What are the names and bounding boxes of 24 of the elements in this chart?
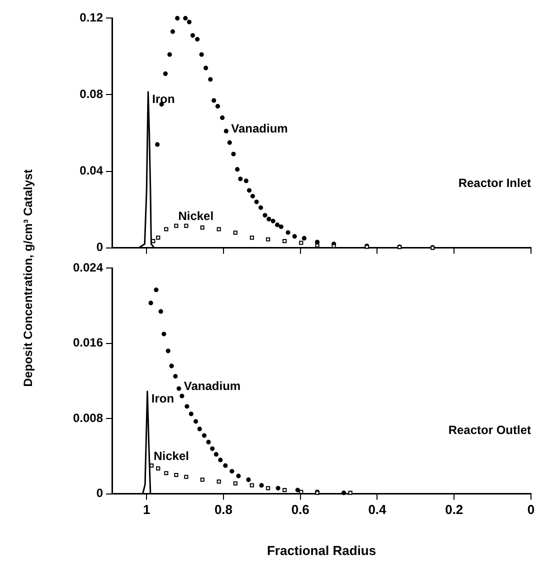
y-tick-label: 0 bbox=[96, 240, 104, 254]
x-tick-label: 0.4 bbox=[368, 502, 388, 518]
series-label: Nickel bbox=[154, 448, 189, 463]
y-tick-label: 0.008 bbox=[72, 410, 104, 425]
x-tick-label: 0.6 bbox=[291, 502, 310, 518]
y-tick-label: 0.12 bbox=[80, 10, 104, 25]
y-tick-label: 0 bbox=[96, 486, 104, 500]
y-axis-title: Deposit Concentration, g/cm³ Catalyst bbox=[21, 169, 35, 387]
x-tick-label: 0 bbox=[527, 502, 535, 518]
series-label: Vanadium bbox=[231, 121, 288, 136]
x-tick-label: 0.2 bbox=[445, 502, 464, 518]
series-label: Iron bbox=[152, 92, 175, 106]
series-label: Iron bbox=[151, 392, 174, 406]
x-tick-label: 1 bbox=[142, 502, 150, 518]
series-label: Nickel bbox=[178, 209, 214, 224]
y-tick-label: 0.08 bbox=[80, 87, 104, 102]
y-tick-label: 0.024 bbox=[72, 260, 104, 275]
y-tick-label: 0.04 bbox=[80, 164, 104, 178]
y-tick-label: 0.016 bbox=[72, 336, 104, 350]
annotation: Reactor Inlet bbox=[458, 176, 531, 190]
x-tick-label: 0.8 bbox=[214, 502, 233, 518]
annotation: Reactor Outlet bbox=[448, 422, 531, 437]
series-label: Vanadium bbox=[184, 378, 241, 393]
x-axis-title: Fractional Radius bbox=[266, 542, 376, 558]
